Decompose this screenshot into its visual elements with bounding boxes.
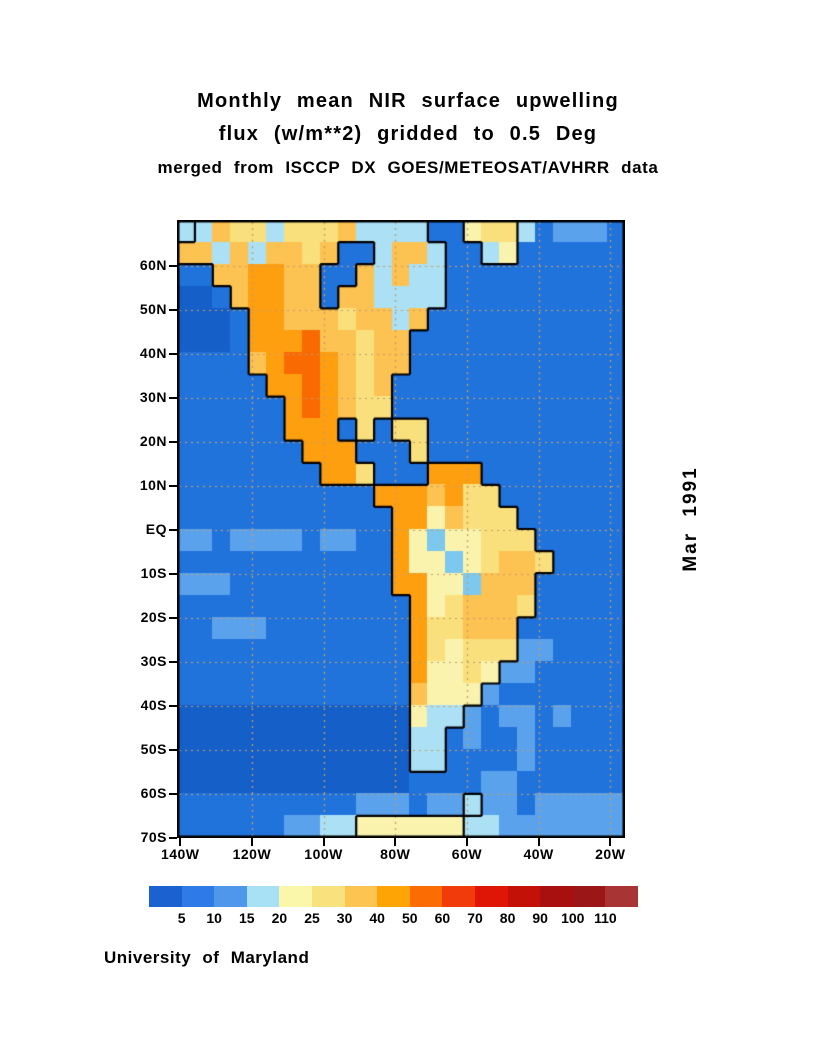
y-axis-tick-label: 10S <box>140 565 167 582</box>
colorbar-cell <box>605 886 638 907</box>
y-axis-tick-mark <box>169 353 177 356</box>
colorbar-tick-label: 100 <box>561 910 585 926</box>
y-axis-tick-label: 10N <box>139 477 167 494</box>
y-axis-tick-mark <box>169 793 177 795</box>
y-axis-tick-mark <box>169 705 177 708</box>
colorbar-tick-label: 5 <box>177 910 186 926</box>
y-axis-tick-mark <box>169 617 177 620</box>
y-axis-tick-label: 40S <box>140 697 167 714</box>
x-axis-tick-mark <box>179 838 182 846</box>
y-axis-tick-mark <box>169 573 177 576</box>
colorbar-cell <box>181 886 215 907</box>
colorbar-cell <box>149 886 182 907</box>
colorbar-tick-label: 25 <box>304 910 320 926</box>
colorbar-cell <box>311 886 345 907</box>
y-axis-tick-label: EQ <box>145 521 167 538</box>
colorbar-cell <box>474 886 508 907</box>
colorbar-cell <box>540 886 573 907</box>
date-label: Mar 1991 <box>680 466 701 572</box>
y-axis-tick-label: 30N <box>139 389 167 406</box>
y-axis-tick-label: 60N <box>139 257 167 274</box>
y-axis-tick-mark <box>169 309 177 312</box>
colorbar-cell <box>377 886 410 907</box>
y-axis-tick-label: 20N <box>139 433 167 450</box>
y-axis-tick-mark <box>169 485 177 488</box>
credit-text: University of Maryland <box>104 948 310 967</box>
colorbar-cell <box>572 886 606 907</box>
colorbar-tick-label: 10 <box>206 910 222 926</box>
y-axis-tick-mark <box>169 529 177 532</box>
colorbar-tick-label: 15 <box>239 910 255 926</box>
x-axis-tick-label: 40W <box>523 846 554 862</box>
colorbar-cell <box>409 886 443 907</box>
y-axis-tick-mark <box>169 265 177 268</box>
colorbar-cell <box>214 886 247 907</box>
x-axis-tick-label: 20W <box>595 846 626 862</box>
colorbar-tick-label: 30 <box>336 910 353 926</box>
x-axis-tick-mark <box>465 838 468 846</box>
x-axis-tick-label: 140W <box>160 846 200 862</box>
colorbar-tick-label: 70 <box>467 910 483 926</box>
y-axis-tick-label: 70S <box>140 829 167 845</box>
colorbar-cells <box>149 886 638 907</box>
chart-title-line1: Monthly mean NIR surface upwelling <box>197 90 619 112</box>
colorbar-tick-label: 50 <box>402 910 418 926</box>
colorbar-cell <box>344 886 378 907</box>
y-axis-tick-label: 60S <box>140 785 167 801</box>
colorbar-cell <box>507 886 541 907</box>
colorbar-tick-label: 80 <box>499 910 516 926</box>
colorbar-tick-label: 40 <box>369 910 385 926</box>
y-axis-tick-label: 40N <box>139 345 167 362</box>
x-axis-tick-label: 120W <box>232 846 272 862</box>
y-axis-tick-label: 50S <box>140 741 167 758</box>
x-axis-tick-mark <box>394 838 397 846</box>
y-axis-tick-mark <box>169 397 177 400</box>
x-axis-tick-label: 60W <box>451 846 483 862</box>
colorbar-tick-label: 20 <box>271 910 288 926</box>
chart-subtitle: merged from ISCCP DX GOES/METEOSAT/AVHRR… <box>157 158 659 177</box>
colorbar: 5 10 15 20 25 30 40 50 60 70 80 90 100 110 <box>149 886 638 926</box>
x-axis-tick-mark <box>537 838 540 846</box>
y-axis-tick-mark <box>169 441 177 444</box>
flux-map-canvas <box>177 220 625 838</box>
x-axis-tick-label: 80W <box>380 846 411 862</box>
y-axis-tick-mark <box>169 837 177 839</box>
map-plot-area: 60N 50N 40N 30N 20N 10N EQ 10S 20S 30S 40S 50S 60S 70… <box>140 220 625 862</box>
y-axis-tick-label: 20S <box>140 609 167 626</box>
colorbar-tick-label: 60 <box>434 910 451 926</box>
colorbar-tick-label: 90 <box>532 910 548 926</box>
x-axis-tick-mark <box>250 838 253 846</box>
chart-title-line2: flux (w/m**2) gridded to 0.5 Deg <box>218 123 598 145</box>
y-axis-tick-mark <box>169 749 177 752</box>
x-axis-tick-mark <box>609 838 612 846</box>
colorbar-cell <box>279 886 312 907</box>
colorbar-cell <box>442 886 475 907</box>
y-axis-tick-label: 30S <box>140 653 167 670</box>
colorbar-cell <box>246 886 280 907</box>
colorbar-tick-label: 110 <box>594 910 617 926</box>
x-axis-tick-mark <box>322 838 325 846</box>
y-axis-tick-label: 50N <box>139 301 167 318</box>
y-axis-tick-mark <box>169 661 177 664</box>
x-axis-tick-label: 100W <box>304 846 343 862</box>
